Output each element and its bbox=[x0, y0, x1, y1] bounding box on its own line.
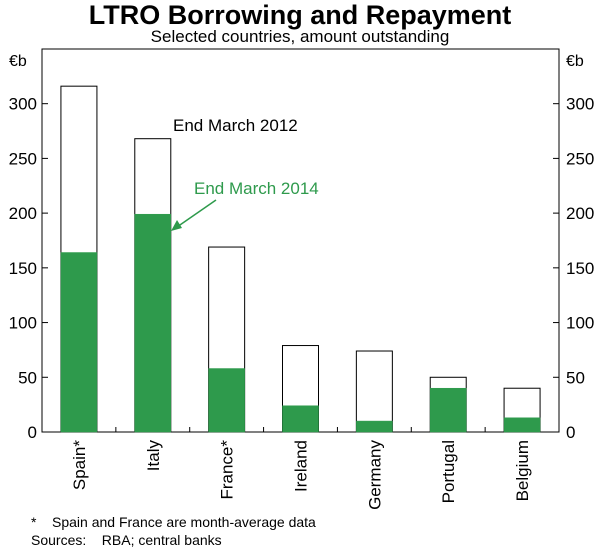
y-tick-label-left: 150 bbox=[9, 259, 37, 278]
y-axis-right: 0 50 100 150 200 250 300 bbox=[553, 95, 594, 442]
y-tick-label-right: 300 bbox=[566, 95, 594, 114]
bar-2014-spain bbox=[60, 252, 98, 433]
y-tick-label-left: 100 bbox=[9, 314, 37, 333]
x-tick-label: Ireland bbox=[292, 440, 311, 492]
bar-2014-belgium bbox=[503, 417, 541, 433]
chart-title: LTRO Borrowing and Repayment bbox=[88, 0, 512, 30]
footnote-note: * Spain and France are month-average dat… bbox=[31, 514, 316, 530]
x-tick-label: Portugal bbox=[439, 440, 458, 503]
x-tick-label: Belgium bbox=[513, 440, 532, 501]
bar-2014-portugal bbox=[429, 387, 467, 433]
annotation-arrow bbox=[171, 199, 217, 231]
bar-2014-france bbox=[208, 368, 245, 433]
bar-2014-germany bbox=[356, 420, 393, 433]
arrow-line bbox=[176, 199, 217, 228]
x-axis-labels: Spain* Italy France* Ireland Germany Portugal… bbox=[70, 427, 560, 510]
bar-2014-ireland bbox=[282, 405, 319, 433]
y-tick-label-left: 0 bbox=[28, 423, 37, 442]
y-unit-right: €b bbox=[566, 53, 584, 70]
y-tick-label-right: 100 bbox=[566, 314, 594, 333]
y-tick-label-right: 50 bbox=[566, 368, 585, 387]
y-tick-label-left: 50 bbox=[18, 368, 37, 387]
y-tick-label-right: 0 bbox=[566, 423, 575, 442]
chart-subtitle: Selected countries, amount outstanding bbox=[150, 27, 450, 46]
x-tick-label: France* bbox=[218, 440, 237, 500]
y-unit-left: €b bbox=[9, 53, 27, 70]
x-tick-label: Spain* bbox=[70, 440, 89, 490]
footnote-sources: Sources: RBA; central banks bbox=[31, 532, 222, 548]
x-tick-label: Germany bbox=[365, 440, 384, 510]
x-tick-label: Italy bbox=[144, 440, 163, 472]
arrow-head bbox=[171, 220, 182, 231]
bar-2012-germany bbox=[355, 350, 393, 433]
y-axis-left: 0 50 100 150 200 250 300 bbox=[9, 95, 48, 442]
y-tick-label-right: 200 bbox=[566, 204, 594, 223]
series-label-2012: End March 2012 bbox=[173, 116, 298, 135]
y-tick-label-left: 300 bbox=[9, 95, 37, 114]
series-label-2014: End March 2014 bbox=[194, 179, 319, 198]
y-tick-label-right: 150 bbox=[566, 259, 594, 278]
y-tick-label-right: 250 bbox=[566, 149, 594, 168]
bars bbox=[60, 85, 541, 433]
bar-2014-italy bbox=[134, 213, 172, 433]
y-tick-label-left: 250 bbox=[9, 149, 37, 168]
y-tick-label-left: 200 bbox=[9, 204, 37, 223]
